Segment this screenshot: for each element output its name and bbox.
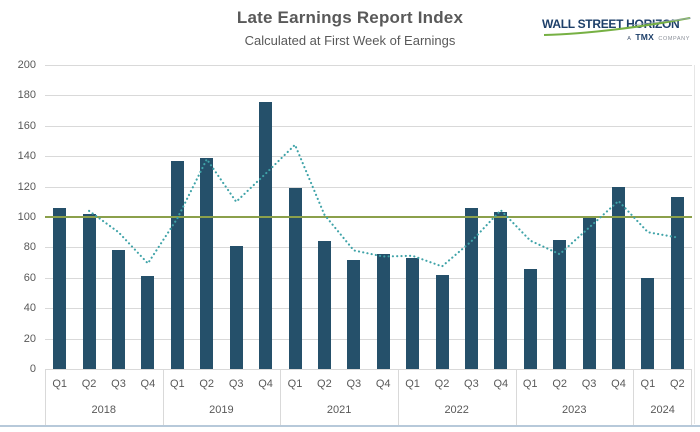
quarter-label-2021-Q3: Q3: [346, 378, 362, 390]
quarter-label-2024-Q2: Q2: [669, 378, 685, 390]
baseline-100: [45, 216, 692, 218]
gridline-160: [45, 125, 692, 127]
year-label-2021: 2021: [326, 404, 352, 416]
quarter-label-2018-Q1: Q1: [52, 378, 68, 390]
quarter-label-2019-Q1: Q1: [169, 378, 185, 390]
bar-2018-Q4: [141, 276, 155, 369]
bar-2018-Q1: [53, 207, 67, 369]
gridline-40: [45, 308, 692, 310]
group-divider: [397, 370, 399, 425]
gridline-200: [45, 65, 692, 66]
bar-2021-Q2: [317, 241, 331, 369]
y-tick-label-180: 180: [17, 89, 36, 102]
quarter-label-2021-Q2: Q2: [317, 378, 332, 390]
quarter-label-2018-Q2: Q2: [81, 378, 97, 390]
group-divider: [162, 370, 164, 425]
y-tick-label-100: 100: [17, 211, 36, 223]
quarter-label-2023-Q1: Q1: [522, 378, 538, 390]
bar-2023-Q3: [582, 215, 596, 369]
group-divider: [45, 370, 46, 425]
gridline-80: [45, 247, 692, 249]
year-label-2018: 2018: [91, 404, 117, 416]
chart-subtitle: Calculated at First Week of Earnings: [244, 33, 456, 48]
quarter-label-2023-Q4: Q4: [611, 378, 626, 390]
quarter-label-2021-Q4: Q4: [375, 378, 391, 390]
quarter-label-2022-Q3: Q3: [464, 378, 479, 390]
quarter-label-2023-Q2: Q2: [552, 378, 568, 390]
bar-2023-Q4: [612, 186, 625, 369]
y-tick-label-60: 60: [23, 271, 36, 284]
gridline-180: [45, 95, 692, 97]
gridline-20: [45, 338, 692, 340]
bar-2021-Q4: [376, 253, 390, 369]
bar-2022-Q1: [406, 258, 420, 369]
moving-average-trendline: [88, 142, 679, 268]
y-tick-label-20: 20: [23, 332, 36, 345]
y-tick-label-140: 140: [17, 150, 36, 163]
quarter-label-2018-Q3: Q3: [111, 378, 126, 390]
y-tick-label-80: 80: [23, 241, 36, 254]
logo-swoosh-icon: [543, 17, 692, 36]
logo-tagline: A TMX COMPANY: [542, 32, 692, 43]
bar-2024-Q2: [670, 197, 684, 369]
bar-2024-Q1: [641, 277, 655, 369]
bar-2022-Q4: [494, 212, 508, 369]
quarter-label-2021-Q1: Q1: [287, 378, 303, 390]
bar-2022-Q3: [464, 207, 478, 369]
quarter-label-2022-Q2: Q2: [434, 378, 450, 390]
x-axis: Q1 Q2 Q3 Q4 Q1 Q2 Q3 Q4 Q1 Q2 Q3 Q4 Q1 Q2 Q3 Q4 Q1 Q2 Q3 Q4…: [45, 369, 692, 425]
gridline-140: [45, 156, 692, 158]
bar-2023-Q2: [553, 239, 567, 369]
year-label-2024: 2024: [650, 404, 675, 416]
group-divider: [633, 370, 635, 425]
bar-2021-Q1: [288, 188, 302, 369]
quarter-label-2022-Q1: Q1: [405, 378, 420, 390]
bar-2019-Q1: [170, 160, 184, 369]
logo-brand-text: WALL STREET HORIZON: [542, 17, 680, 31]
bar-2022-Q2: [435, 274, 449, 369]
group-divider: [515, 370, 517, 425]
bar-2023-Q1: [523, 268, 537, 369]
plot-right-border: [694, 65, 695, 424]
logo-tagline-suffix: COMPANY: [658, 36, 690, 42]
y-tick-label-200: 200: [17, 59, 36, 71]
bar-2019-Q4: [259, 101, 273, 369]
quarter-label-2022-Q4: Q4: [493, 378, 509, 390]
y-tick-label-40: 40: [23, 302, 36, 315]
logo-tmx-text: TMX: [635, 32, 654, 42]
logo-tagline-prefix: A: [627, 36, 631, 42]
gridline-60: [45, 277, 692, 279]
quarter-label-2023-Q3: Q3: [581, 378, 597, 390]
plot-area: [45, 65, 692, 369]
y-tick-label-0: 0: [29, 363, 36, 375]
bar-2019-Q3: [229, 245, 243, 369]
wall-street-horizon-logo: WALL STREET HORIZON A TMX COMPANY: [542, 17, 692, 51]
gridline-120: [45, 186, 692, 188]
group-divider: [691, 370, 692, 425]
quarter-label-2019-Q3: Q3: [228, 378, 244, 390]
y-tick-label-120: 120: [17, 180, 36, 193]
quarter-label-2024-Q1: Q1: [640, 378, 656, 390]
year-label-2022: 2022: [444, 404, 469, 416]
year-label-2023: 2023: [562, 404, 587, 416]
bottom-rule: [0, 425, 700, 427]
quarter-label-2019-Q4: Q4: [258, 378, 273, 390]
quarter-label-2019-Q2: Q2: [199, 378, 215, 390]
chart-title: Late Earnings Report Index: [236, 8, 464, 27]
bar-2021-Q3: [347, 259, 361, 369]
bar-2018-Q3: [112, 250, 125, 369]
y-tick-label-160: 160: [17, 119, 36, 132]
quarter-label-2018-Q4: Q4: [140, 378, 156, 390]
year-label-2019: 2019: [209, 404, 234, 416]
bar-2018-Q2: [82, 214, 96, 369]
group-divider: [280, 370, 282, 425]
bar-2019-Q2: [200, 157, 214, 369]
